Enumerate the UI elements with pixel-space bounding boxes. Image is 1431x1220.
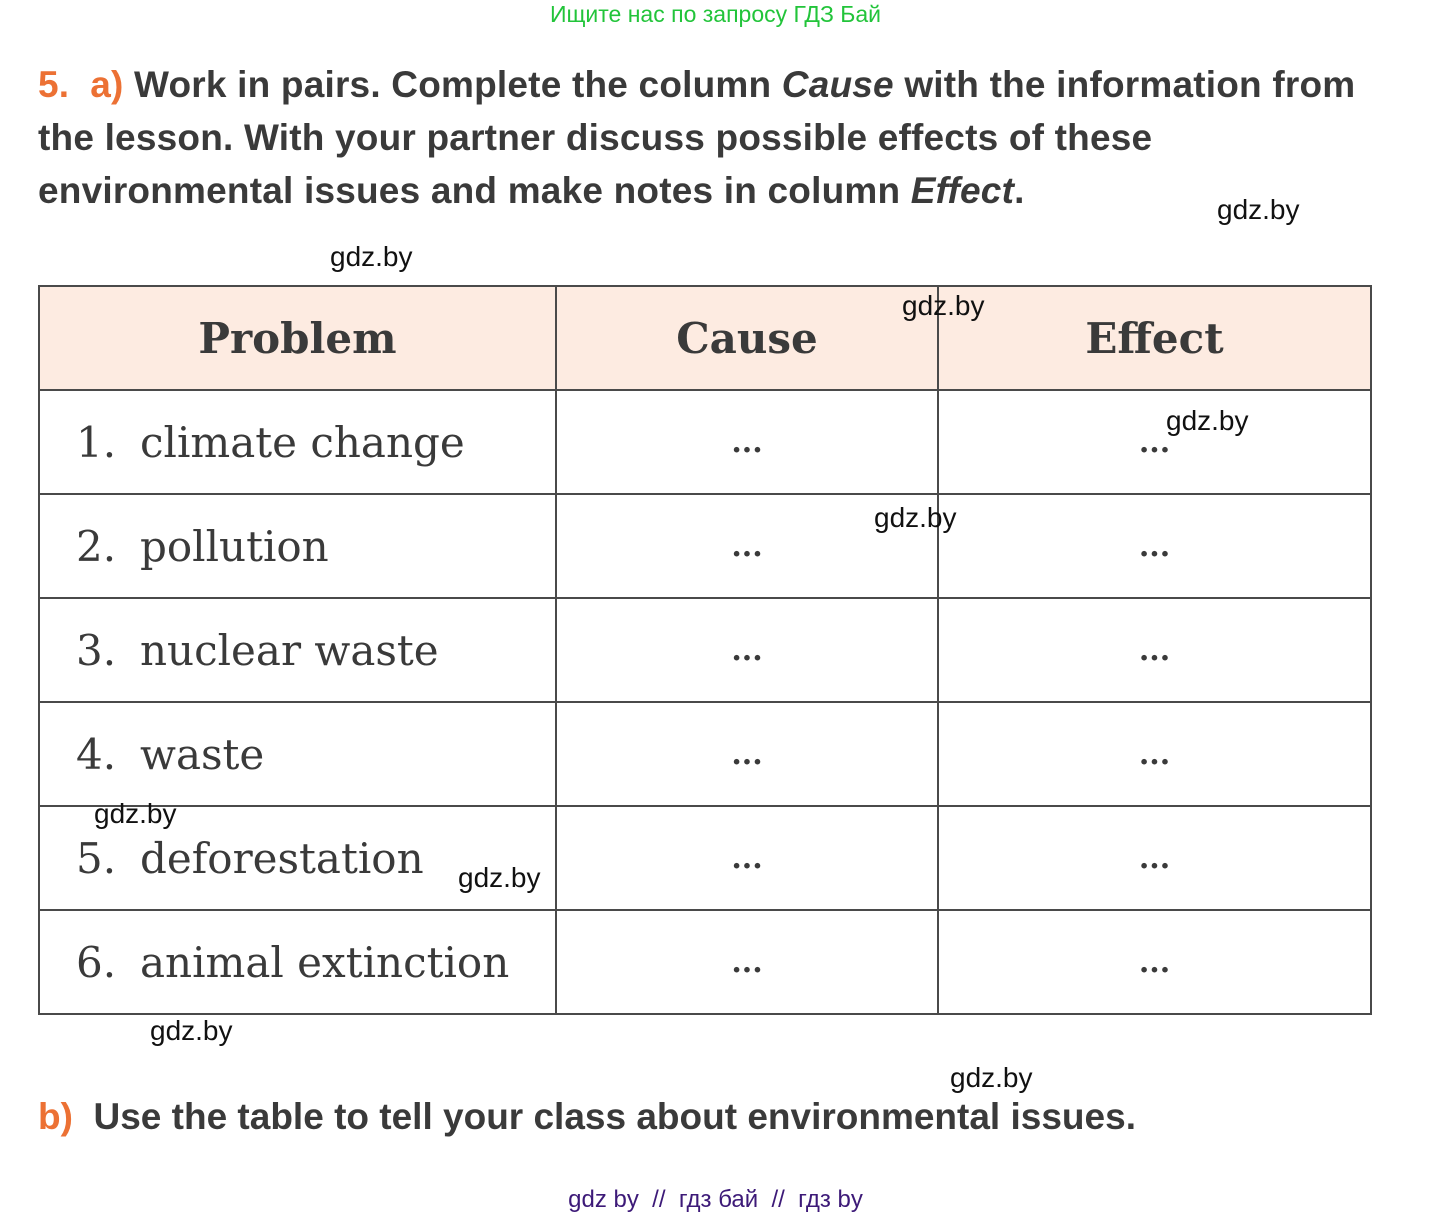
row-number: 2. xyxy=(76,521,117,571)
footer-text: gdz by // гдз бай // гдз by xyxy=(568,1186,863,1213)
cause-cell: ... xyxy=(555,805,939,911)
table-row: 2. pollution ... ... xyxy=(38,493,1372,599)
problem-label: climate change xyxy=(140,417,465,467)
header-effect: Effect xyxy=(937,285,1372,391)
problem-label: nuclear waste xyxy=(140,625,439,675)
table-row: 5. deforestation ... ... xyxy=(38,805,1372,911)
watermark: gdz.by xyxy=(1166,405,1249,436)
task-a-instruction: 5. a) Work in pairs. Complete the column… xyxy=(38,58,1398,217)
table-row: 3. nuclear waste ... ... xyxy=(38,597,1372,703)
problem-cell: 6. animal extinction xyxy=(38,909,557,1015)
footer-watermark: gdz by // гдз бай // гдз by xyxy=(0,1186,1431,1214)
problem-cell: 2. pollution xyxy=(38,493,557,599)
watermark: gdz.by xyxy=(94,798,177,829)
watermark: gdz.by xyxy=(874,502,957,533)
problem-label: pollution xyxy=(140,521,329,571)
watermark: gdz.by xyxy=(330,241,413,272)
header-cause: Cause xyxy=(555,285,939,391)
cause-cell: ... xyxy=(555,389,939,495)
effect-cell: ... xyxy=(937,493,1372,599)
effect-cell: ... xyxy=(937,909,1372,1015)
problem-label: waste xyxy=(140,729,265,779)
task-letter: a) xyxy=(90,64,124,105)
problem-label: animal extinction xyxy=(140,937,510,987)
watermark: gdz.by xyxy=(1217,194,1300,225)
effect-cell: ... xyxy=(937,701,1372,807)
problem-cell: 5. deforestation xyxy=(38,805,557,911)
header-problem: Problem xyxy=(38,285,557,391)
cause-cell: ... xyxy=(555,493,939,599)
table-header-row: Problem Cause Effect xyxy=(38,285,1372,391)
task-b-instruction: b) Use the table to tell your class abou… xyxy=(38,1092,1136,1142)
effect-cell: ... xyxy=(937,389,1372,495)
task-text: Work in pairs. Complete the column xyxy=(134,64,782,105)
problem-label: deforestation xyxy=(140,833,424,883)
task-text: with the information from the lesson. Wi… xyxy=(38,64,1356,211)
row-number: 5. xyxy=(76,833,117,883)
problem-cell: 1. climate change xyxy=(38,389,557,495)
table-row: 4. waste ... ... xyxy=(38,701,1372,807)
task-number: 5. xyxy=(38,64,70,105)
effect-cell: ... xyxy=(937,597,1372,703)
problem-cell: 3. nuclear waste xyxy=(38,597,557,703)
watermark: gdz.by xyxy=(458,862,541,893)
problem-cell: 4. waste xyxy=(38,701,557,807)
watermark: gdz.by xyxy=(950,1062,1033,1093)
watermark: gdz.by xyxy=(902,290,985,321)
table-row: 6. animal extinction ... ... xyxy=(38,909,1372,1015)
cause-cell: ... xyxy=(555,909,939,1015)
task-letter: b) xyxy=(38,1096,73,1137)
row-number: 4. xyxy=(76,729,117,779)
row-number: 6. xyxy=(76,937,117,987)
row-number: 3. xyxy=(76,625,117,675)
effect-cell: ... xyxy=(937,805,1372,911)
cause-cell: ... xyxy=(555,597,939,703)
task-text-italic: Cause xyxy=(781,64,894,105)
task-text: Use the table to tell your class about e… xyxy=(93,1096,1136,1137)
cause-effect-table: Problem Cause Effect 1. climate change ..… xyxy=(38,285,1372,1015)
top-banner: Ищите нас по запросу ГДЗ Бай xyxy=(549,1,882,27)
cause-cell: ... xyxy=(555,701,939,807)
table-row: 1. climate change ... ... xyxy=(38,389,1372,495)
task-text: . xyxy=(1014,170,1025,211)
row-number: 1. xyxy=(76,417,117,467)
task-text-italic: Effect xyxy=(910,170,1015,211)
watermark: gdz.by xyxy=(150,1015,233,1046)
